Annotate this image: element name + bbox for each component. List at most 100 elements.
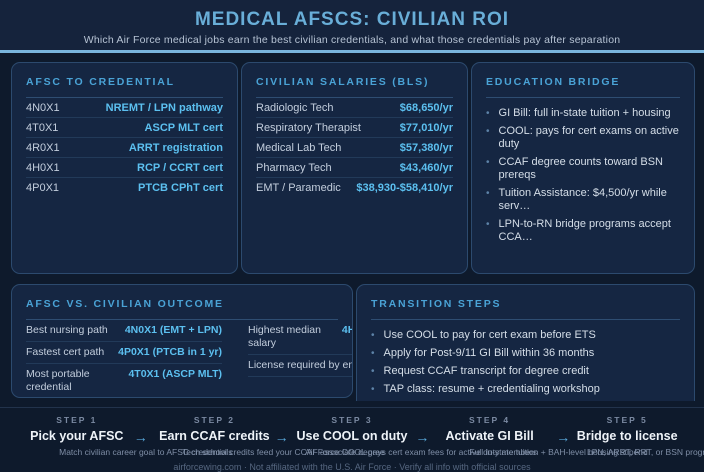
credential-value: NREMT / LPN pathway <box>105 101 223 114</box>
job-title: Respiratory Therapist <box>256 121 361 134</box>
step-title: Earn CCAF credits <box>159 429 270 443</box>
outcome-grid: Best nursing path 4N0X1 (EMT + LPN) Fast… <box>26 320 352 397</box>
bullet-icon: • <box>371 348 375 359</box>
table-row: Respiratory Therapist $77,010/yr <box>256 118 453 138</box>
table-row: 4N0X1 NREMT / LPN pathway <box>26 98 223 118</box>
outcome-value: 4P0X1 (PTCB in 1 yr) <box>118 346 222 358</box>
salary-value: $38,930-$58,410/yr <box>356 181 453 194</box>
job-title: Pharmacy Tech <box>256 161 332 174</box>
job-title: EMT / Paramedic <box>256 181 341 194</box>
bullet-list: • GI Bill: full in-state tuition + housi… <box>486 107 680 244</box>
outcome-column-left: Best nursing path 4N0X1 (EMT + LPN) Fast… <box>26 320 222 397</box>
step-desc-wrap: Match civilian career goal to AFSC crede… <box>59 447 232 457</box>
step-4: STEP 4 Activate GI Bill Full in-state tu… <box>421 415 647 457</box>
salary-value: $68,650/yr <box>399 101 453 114</box>
afsc-code: 4R0X1 <box>26 141 60 154</box>
list-item: • LPN-to-RN bridge programs accept CCA… <box>486 218 680 244</box>
step-label: STEP 1 <box>56 415 98 425</box>
list-item: • TAP class: resume + credentialing work… <box>371 383 680 396</box>
bullet-icon: • <box>486 219 490 230</box>
step-description: Air Force COOL pays cert exam fees for a… <box>304 447 538 457</box>
list-item: • CCAF degree counts toward BSN prereqs <box>486 156 680 182</box>
step-2: STEP 2 Earn CCAF credits Tech school cre… <box>146 415 385 457</box>
step-desc-wrap: Full in-state tuition + BAH-level housin… <box>469 447 647 457</box>
credential-value: PTCB CPhT cert <box>138 181 223 194</box>
panel-title: EDUCATION BRIDGE <box>486 76 680 98</box>
outcome-label: License required by employer <box>248 359 352 371</box>
outcome-label: Fastest cert path <box>26 346 105 358</box>
panel-civilian-salaries: CIVILIAN SALARIES (BLS) Radiologic Tech … <box>241 62 468 274</box>
bullet-text: CCAF degree counts toward BSN prereqs <box>498 156 663 181</box>
bullet-icon: • <box>371 384 375 395</box>
table-row: Highest median salary 4H0X1 (RRT license… <box>248 320 352 355</box>
arrow-right-icon: → <box>133 429 148 445</box>
table-row: Best nursing path 4N0X1 (EMT + LPN) <box>26 320 222 342</box>
afsc-code: 4N0X1 <box>26 101 60 114</box>
job-title: Medical Lab Tech <box>256 141 342 154</box>
table-row: Fastest cert path 4P0X1 (PTCB in 1 yr) <box>26 342 222 364</box>
step-description: Full in-state tuition + BAH-level housin… <box>469 447 648 457</box>
step-3: STEP 3 Use COOL on duty Air Force COOL p… <box>283 415 538 457</box>
step-title: Pick your AFSC <box>30 429 124 443</box>
bullet-text: Tuition Assistance: $4,500/yr while serv… <box>498 187 667 212</box>
credential-value: ASCP MLT cert <box>144 121 223 134</box>
list-item: • GI Bill: full in-state tuition + housi… <box>486 107 680 120</box>
outcome-value: 4N0X1 (EMT + LPN) <box>124 324 222 336</box>
outcome-label: Highest median salary <box>248 324 321 349</box>
step-label: STEP 5 <box>606 415 648 425</box>
job-title: Radiologic Tech <box>256 101 334 114</box>
bullet-text: LPN-to-RN bridge programs accept CCA… <box>498 218 671 243</box>
table-row: Pharmacy Tech $43,460/yr <box>256 158 453 178</box>
table-row: 4H0X1 RCP / CCRT cert <box>26 158 223 178</box>
table-row: 4T0X1 ASCP MLT cert <box>26 118 223 138</box>
salary-value: $57,380/yr <box>399 141 453 154</box>
page-header: MEDICAL AFSCS: CIVILIAN ROI Which Air Fo… <box>0 0 704 53</box>
outcome-column-right: Highest median salary 4H0X1 (RRT license… <box>248 320 352 397</box>
bullet-text: GI Bill: full in-state tuition + housing <box>498 107 671 119</box>
step-desc-wrap: Air Force COOL pays cert exam fees for a… <box>305 447 537 457</box>
step-1: STEP 1 Pick your AFSC Match civilian car… <box>8 415 232 457</box>
page-title: MEDICAL AFSCS: CIVILIAN ROI <box>194 9 510 30</box>
outcome-value: 4H0X1 (RRT license) <box>341 324 352 336</box>
table-row: Radiologic Tech $68,650/yr <box>256 98 453 118</box>
table-row: Most portable credential 4T0X1 (ASCP MLT… <box>26 364 222 397</box>
step-label: STEP 4 <box>469 415 511 425</box>
attribution-text: airforcewing.com · Not affiliated with t… <box>173 462 531 472</box>
bullet-text: COOL: pays for cert exams on active duty <box>498 125 679 150</box>
panel-title: CIVILIAN SALARIES (BLS) <box>256 76 453 98</box>
step-label: STEP 3 <box>331 415 373 425</box>
step-description: Match civilian career goal to AFSC crede… <box>59 447 233 457</box>
panel-afsc-to-credential: AFSC TO CREDENTIAL 4N0X1 NREMT / LPN pat… <box>11 62 238 274</box>
bullet-icon: • <box>486 157 490 168</box>
panel-title: TRANSITION STEPS <box>371 298 680 320</box>
table-row: Medical Lab Tech $57,380/yr <box>256 138 453 158</box>
bullet-text: Request CCAF transcript for degree credi… <box>383 365 589 377</box>
arrow-right-icon: → <box>415 429 430 445</box>
bullet-icon: • <box>371 366 375 377</box>
step-description: Tech school credits feed your CCAF assoc… <box>182 447 385 457</box>
panel-afsc-vs-outcome: AFSC VS. CIVILIAN OUTCOME Best nursing p… <box>11 284 353 398</box>
outcome-label: Most portable credential <box>26 368 90 393</box>
step-title: Bridge to license <box>576 429 678 443</box>
step-label: STEP 2 <box>193 415 235 425</box>
table-row: 4P0X1 PTCB CPhT cert <box>26 178 223 197</box>
panel-transition-steps: TRANSITION STEPS • Use COOL to pay for c… <box>356 284 695 414</box>
table-row: 4R0X1 ARRT registration <box>26 138 223 158</box>
step-desc-wrap: LPN, ARRT, RRT, or BSN programs accept m… <box>587 447 704 457</box>
steps-row: STEP 1 Pick your AFSC Match civilian car… <box>0 415 704 457</box>
bullet-icon: • <box>371 330 375 341</box>
panel-education-bridge: EDUCATION BRIDGE • GI Bill: full in-stat… <box>471 62 695 274</box>
list-item: • Tuition Assistance: $4,500/yr while se… <box>486 187 680 213</box>
footer: STEP 1 Pick your AFSC Match civilian car… <box>0 401 704 472</box>
bullet-text: Use COOL to pay for cert exam before ETS <box>383 329 596 341</box>
list-item: • Use COOL to pay for cert exam before E… <box>371 329 680 342</box>
arrow-right-icon: → <box>274 429 289 445</box>
step-description: LPN, ARRT, RRT, or BSN programs accept m… <box>586 447 704 457</box>
arrow-right-icon: → <box>556 429 571 445</box>
credential-value: ARRT registration <box>128 141 223 154</box>
footer-divider <box>0 407 704 408</box>
salary-value: $43,460/yr <box>399 161 453 174</box>
salary-value: $77,010/yr <box>399 121 453 134</box>
credential-value: RCP / CCRT cert <box>137 161 223 174</box>
afsc-code: 4T0X1 <box>26 121 59 134</box>
